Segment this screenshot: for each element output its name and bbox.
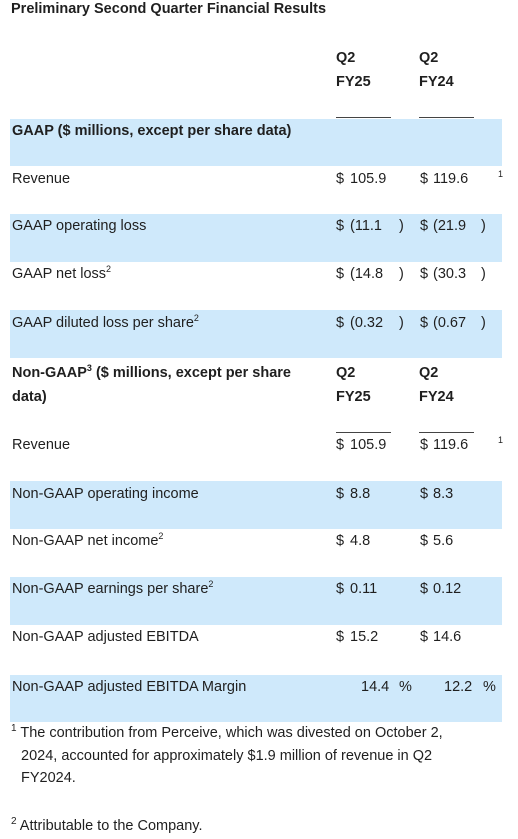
table-row: Non-GAAP earnings per share2 $ 0.11 $ 0.… — [10, 577, 502, 625]
page-title: Preliminary Second Quarter Financial Res… — [11, 1, 327, 17]
section-title-cont: data) — [12, 389, 47, 405]
footnote-mark: 2 — [11, 816, 17, 828]
footnote-mark: 1 — [11, 723, 17, 735]
table-row: Non-GAAP adjusted EBITDA $ 15.2 $ 14.6 — [10, 625, 502, 673]
currency-symbol: $ — [420, 486, 429, 502]
col-header-period: Q2 — [419, 50, 439, 66]
header-underline — [336, 117, 391, 118]
footnote-text: FY2024. — [21, 770, 76, 786]
footnote-ref: 1 — [498, 169, 504, 179]
currency-symbol: $ — [336, 437, 345, 453]
row-label: Non-GAAP net income2 — [12, 531, 164, 549]
value-fy25: 105.9 — [350, 171, 387, 187]
nongaap-section-header: Non-GAAP3 ($ millions, except per share … — [10, 360, 502, 432]
close-paren: ) — [399, 266, 404, 282]
value-fy24: 8.3 — [433, 486, 454, 502]
row-label: Revenue — [12, 171, 71, 187]
currency-symbol: $ — [336, 486, 345, 502]
footnote-ref: 1 — [498, 435, 504, 445]
footnote-text: The contribution from Perceive, which wa… — [20, 725, 443, 741]
row-label: GAAP diluted loss per share2 — [12, 313, 199, 331]
currency-symbol: $ — [336, 218, 345, 234]
table-row: Revenue $ 105.9 $ 119.6 1 — [10, 166, 504, 214]
table-row: GAAP diluted loss per share2 $ (0.32 ) $… — [10, 310, 502, 358]
footnote-1: 1 The contribution from Perceive, which … — [11, 722, 481, 790]
currency-symbol: $ — [420, 581, 429, 597]
value-fy25: 15.2 — [350, 629, 379, 645]
value-fy24: 14.6 — [433, 629, 462, 645]
col-header-period: Q2 — [336, 50, 356, 66]
col-header-year: FY25 — [336, 74, 371, 90]
footnote-text: Attributable to the Company. — [19, 818, 203, 834]
close-paren: ) — [399, 315, 404, 331]
value-fy25: 14.4 — [361, 679, 390, 695]
value-fy24: 5.6 — [433, 533, 454, 549]
value-fy25: 8.8 — [350, 486, 371, 502]
currency-symbol: $ — [420, 218, 429, 234]
header-underline — [336, 432, 391, 433]
row-label: Non-GAAP earnings per share2 — [12, 579, 214, 597]
currency-symbol: $ — [420, 315, 429, 331]
row-label: Non-GAAP operating income — [12, 486, 199, 502]
close-paren: ) — [481, 315, 486, 331]
table-row: Revenue $ 105.9 $ 119.6 1 — [10, 433, 504, 481]
close-paren: ) — [481, 218, 486, 234]
header-underline — [419, 432, 474, 433]
currency-symbol: $ — [420, 266, 429, 282]
value-fy25: (14.8 — [350, 266, 384, 282]
value-fy24: (30.3 — [433, 266, 467, 282]
percent-sign: % — [483, 679, 496, 695]
currency-symbol: $ — [336, 581, 345, 597]
value-fy24: (21.9 — [433, 218, 467, 234]
currency-symbol: $ — [336, 315, 345, 331]
row-label: GAAP net loss2 — [12, 264, 112, 282]
value-fy25: 4.8 — [350, 533, 371, 549]
currency-symbol: $ — [420, 437, 429, 453]
currency-symbol: $ — [420, 171, 429, 187]
row-label: Non-GAAP adjusted EBITDA Margin — [12, 679, 247, 695]
gaap-section-header: GAAP ($ millions, except per share data) — [10, 119, 502, 166]
table-row: Non-GAAP net income2 $ 4.8 $ 5.6 — [10, 529, 502, 577]
value-fy25: 0.11 — [350, 581, 378, 597]
currency-symbol: $ — [420, 533, 429, 549]
section-title: GAAP ($ millions, except per share data) — [12, 123, 292, 139]
table-row: GAAP operating loss $ (11.1 ) $ (21.9 ) — [10, 214, 502, 262]
col-header-q2-fy24: Q2 FY24 — [419, 361, 454, 409]
header-underline — [419, 117, 474, 118]
footnote-2: 2 Attributable to the Company. — [11, 815, 481, 838]
footnote-text: 2024, accounted for approximately $1.9 m… — [21, 747, 433, 764]
value-fy25: (0.32 — [350, 315, 384, 331]
close-paren: ) — [399, 218, 404, 234]
currency-symbol: $ — [336, 629, 345, 645]
value-fy24: 119.6 — [433, 171, 469, 187]
row-label: Revenue — [12, 437, 71, 453]
currency-symbol: $ — [336, 533, 345, 549]
col-header-period: Q2 — [336, 365, 356, 381]
close-paren: ) — [481, 266, 486, 282]
col-header-q2-fy25: Q2 FY25 — [336, 46, 371, 94]
value-fy25: 105.9 — [350, 437, 387, 453]
table-row: Non-GAAP adjusted EBITDA Margin 14.4 % 1… — [10, 675, 502, 722]
currency-symbol: $ — [420, 629, 429, 645]
value-fy24: 119.6 — [433, 437, 469, 453]
col-header-q2-fy25: Q2 FY25 — [336, 361, 371, 409]
row-label: Non-GAAP adjusted EBITDA — [12, 629, 199, 645]
currency-symbol: $ — [336, 171, 345, 187]
col-header-year: FY24 — [419, 74, 454, 90]
value-fy25: (11.1 — [350, 218, 382, 234]
col-header-period: Q2 — [419, 365, 439, 381]
currency-symbol: $ — [336, 266, 345, 282]
value-fy24: 0.12 — [433, 581, 462, 597]
section-title: Non-GAAP3 ($ millions, except per share — [12, 363, 291, 381]
value-fy24: (0.67 — [433, 315, 467, 331]
value-fy24: 12.2 — [444, 679, 473, 695]
percent-sign: % — [399, 679, 412, 695]
table-row: Non-GAAP operating income $ 8.8 $ 8.3 — [10, 481, 502, 529]
row-label: GAAP operating loss — [12, 218, 147, 234]
col-header-year: FY24 — [419, 389, 454, 405]
col-header-year: FY25 — [336, 389, 371, 405]
col-header-q2-fy24: Q2 FY24 — [419, 46, 454, 94]
table-row: GAAP net loss2 $ (14.8 ) $ (30.3 ) — [10, 262, 502, 310]
